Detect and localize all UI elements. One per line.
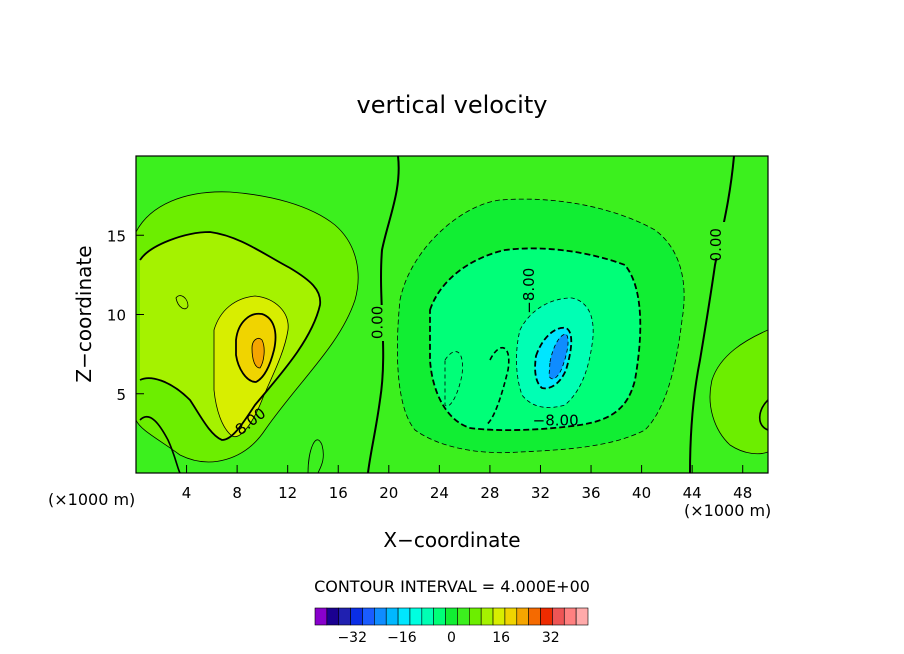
colorbar-swatch	[421, 607, 434, 626]
colorbar-swatch	[504, 607, 518, 626]
bottom-wiggle-2	[307, 439, 324, 473]
y-tick-label: 15	[107, 227, 126, 245]
pos-contour-8	[139, 231, 322, 441]
colorbar-swatch	[338, 607, 351, 626]
x-tick-label: 20	[379, 484, 398, 502]
neg-contour-8	[429, 247, 642, 432]
neg-contour-12	[516, 297, 594, 408]
y-axis-label: Z−coordinate	[72, 245, 96, 382]
x-tick-label: 24	[430, 484, 449, 502]
colorbar-swatch	[385, 607, 399, 626]
colorbar-tick-label: −32	[337, 630, 367, 646]
colorbar-swatch	[397, 607, 411, 626]
x-unit-left: (×1000 m)	[48, 490, 135, 509]
x-tick-label: 32	[531, 484, 550, 502]
contour-label: −8.00	[520, 268, 538, 314]
colorbar-swatch	[492, 607, 506, 626]
velocity-field	[136, 156, 768, 473]
colorbar-swatch	[516, 607, 529, 626]
x-unit-right: (×1000 m)	[684, 501, 771, 520]
colorbar-swatch	[563, 607, 577, 626]
colorbar-swatch	[457, 607, 470, 626]
label-backgrounds	[374, 222, 728, 341]
colorbar-swatch	[326, 607, 340, 626]
colorbar-swatch	[433, 607, 446, 626]
colorbar-swatch	[540, 607, 553, 626]
colorbar-swatch	[469, 607, 482, 626]
x-tick-label: 48	[733, 484, 752, 502]
colorbar-tick-label: 16	[492, 630, 510, 646]
x-tick-label: 44	[683, 484, 702, 502]
chart-title: vertical velocity	[357, 91, 548, 119]
neg-contour-16	[534, 326, 573, 390]
colorbar-tick-label: 32	[542, 630, 560, 646]
x-tick-label: 4	[182, 484, 192, 502]
colorbar-swatch	[445, 607, 458, 626]
small-pos-cell	[175, 295, 189, 310]
y-tick-label: 10	[107, 307, 126, 325]
contour-interval-text: CONTOUR INTERVAL = 4.000E+00	[314, 577, 590, 596]
colorbar-tick-label: −16	[387, 630, 417, 646]
pos-contour-20	[251, 338, 265, 369]
neg-contour-20	[548, 333, 569, 380]
pos-contour-12	[213, 295, 289, 438]
pos-contour-16	[235, 312, 277, 383]
right-pos-contour	[709, 329, 768, 455]
colorbar-swatch	[314, 607, 328, 626]
x-tick-label: 28	[480, 484, 499, 502]
x-tick-label: 16	[329, 484, 348, 502]
x-tick-label: 36	[581, 484, 600, 502]
colorbar-tick-label: 0	[447, 630, 456, 646]
colorbar-swatch	[552, 607, 565, 626]
colorbar-swatch	[350, 607, 363, 626]
contour-fill-right-pos	[710, 330, 768, 454]
colorbar: −32 −16 0 16 32	[314, 607, 589, 646]
contour-label: 0.00	[368, 306, 386, 339]
zero-line-right	[689, 156, 735, 473]
pos-contour-4	[136, 191, 359, 463]
contour-label: −8.00	[533, 411, 579, 429]
colorbar-swatch	[575, 607, 589, 626]
x-axis: 4 8 12 16 20 24 28 32 36 40 44 48	[182, 465, 752, 502]
y-axis: 5 10 15	[107, 227, 144, 404]
x-tick-label: 12	[278, 484, 297, 502]
colorbar-swatch	[362, 607, 375, 626]
bottom-wiggle-1	[139, 416, 181, 473]
y-tick-label: 5	[116, 386, 126, 404]
neg-filament-2	[485, 346, 510, 426]
contour-fill-neg-20	[549, 334, 569, 379]
x-tick-label: 40	[632, 484, 651, 502]
right-pos-contour-8	[758, 399, 768, 431]
contour-label: 0.00	[707, 228, 725, 261]
x-tick-label: 8	[232, 484, 242, 502]
colorbar-swatch	[528, 607, 541, 626]
contour-fill-pos-20	[252, 338, 265, 368]
colorbar-swatch	[374, 607, 387, 626]
colorbar-swatch	[409, 607, 423, 626]
colorbar-swatch	[480, 607, 494, 626]
x-axis-label: X−coordinate	[383, 528, 520, 552]
neg-contour-4	[397, 198, 685, 454]
